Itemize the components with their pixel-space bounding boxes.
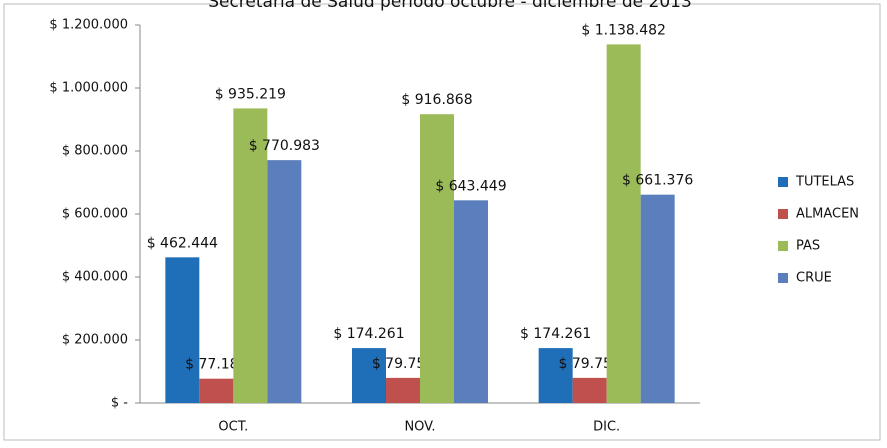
value-label: $ 79.753 [372,356,434,372]
legend-label: ALMACEN [796,207,859,222]
y-tick-label: $ 800.000 [62,144,128,159]
bar [420,114,454,403]
bar [233,108,268,404]
legend-swatch [778,273,788,283]
x-tick-label: NOV. [404,420,435,435]
legend-label: TUTELAS [795,175,854,190]
y-tick-label: $ 200.000 [62,333,128,348]
bar [640,194,675,403]
y-tick-label: $ 1.200.000 [49,18,128,33]
chart-title: Secretaria de Salud periodo octubre - di… [208,0,692,12]
x-tick-label: DIC. [593,420,620,435]
bar [352,348,386,403]
y-tick-label: $ 400.000 [62,270,128,285]
x-tick-label: OCT. [218,420,248,435]
bar [199,378,234,403]
value-label: $ 77.180 [185,357,247,373]
value-label: $ 462.444 [147,235,218,251]
legend-swatch [778,209,788,219]
bar [606,44,641,403]
bar [454,200,488,403]
bar [386,377,420,403]
bar [267,160,302,403]
value-label: $ 79.753 [558,356,620,372]
y-tick-label: $ 1.000.000 [49,81,128,96]
value-label: $ 1.138.482 [581,22,666,38]
legend-label: PAS [796,239,820,254]
value-label: $ 770.983 [249,138,320,154]
y-tick-label: $ - [111,396,128,411]
value-label: $ 916.868 [401,92,472,108]
legend-swatch [778,241,788,251]
y-tick-label: $ 600.000 [62,207,128,222]
bar [538,348,573,403]
value-label: $ 174.261 [333,326,404,342]
value-label: $ 661.376 [622,173,693,189]
value-label: $ 643.449 [435,178,506,194]
legend-swatch [778,177,788,187]
bar [165,257,200,403]
legend-label: CRUE [796,271,832,286]
value-label: $ 935.219 [215,86,286,102]
bar [572,377,607,403]
value-label: $ 174.261 [520,326,591,342]
